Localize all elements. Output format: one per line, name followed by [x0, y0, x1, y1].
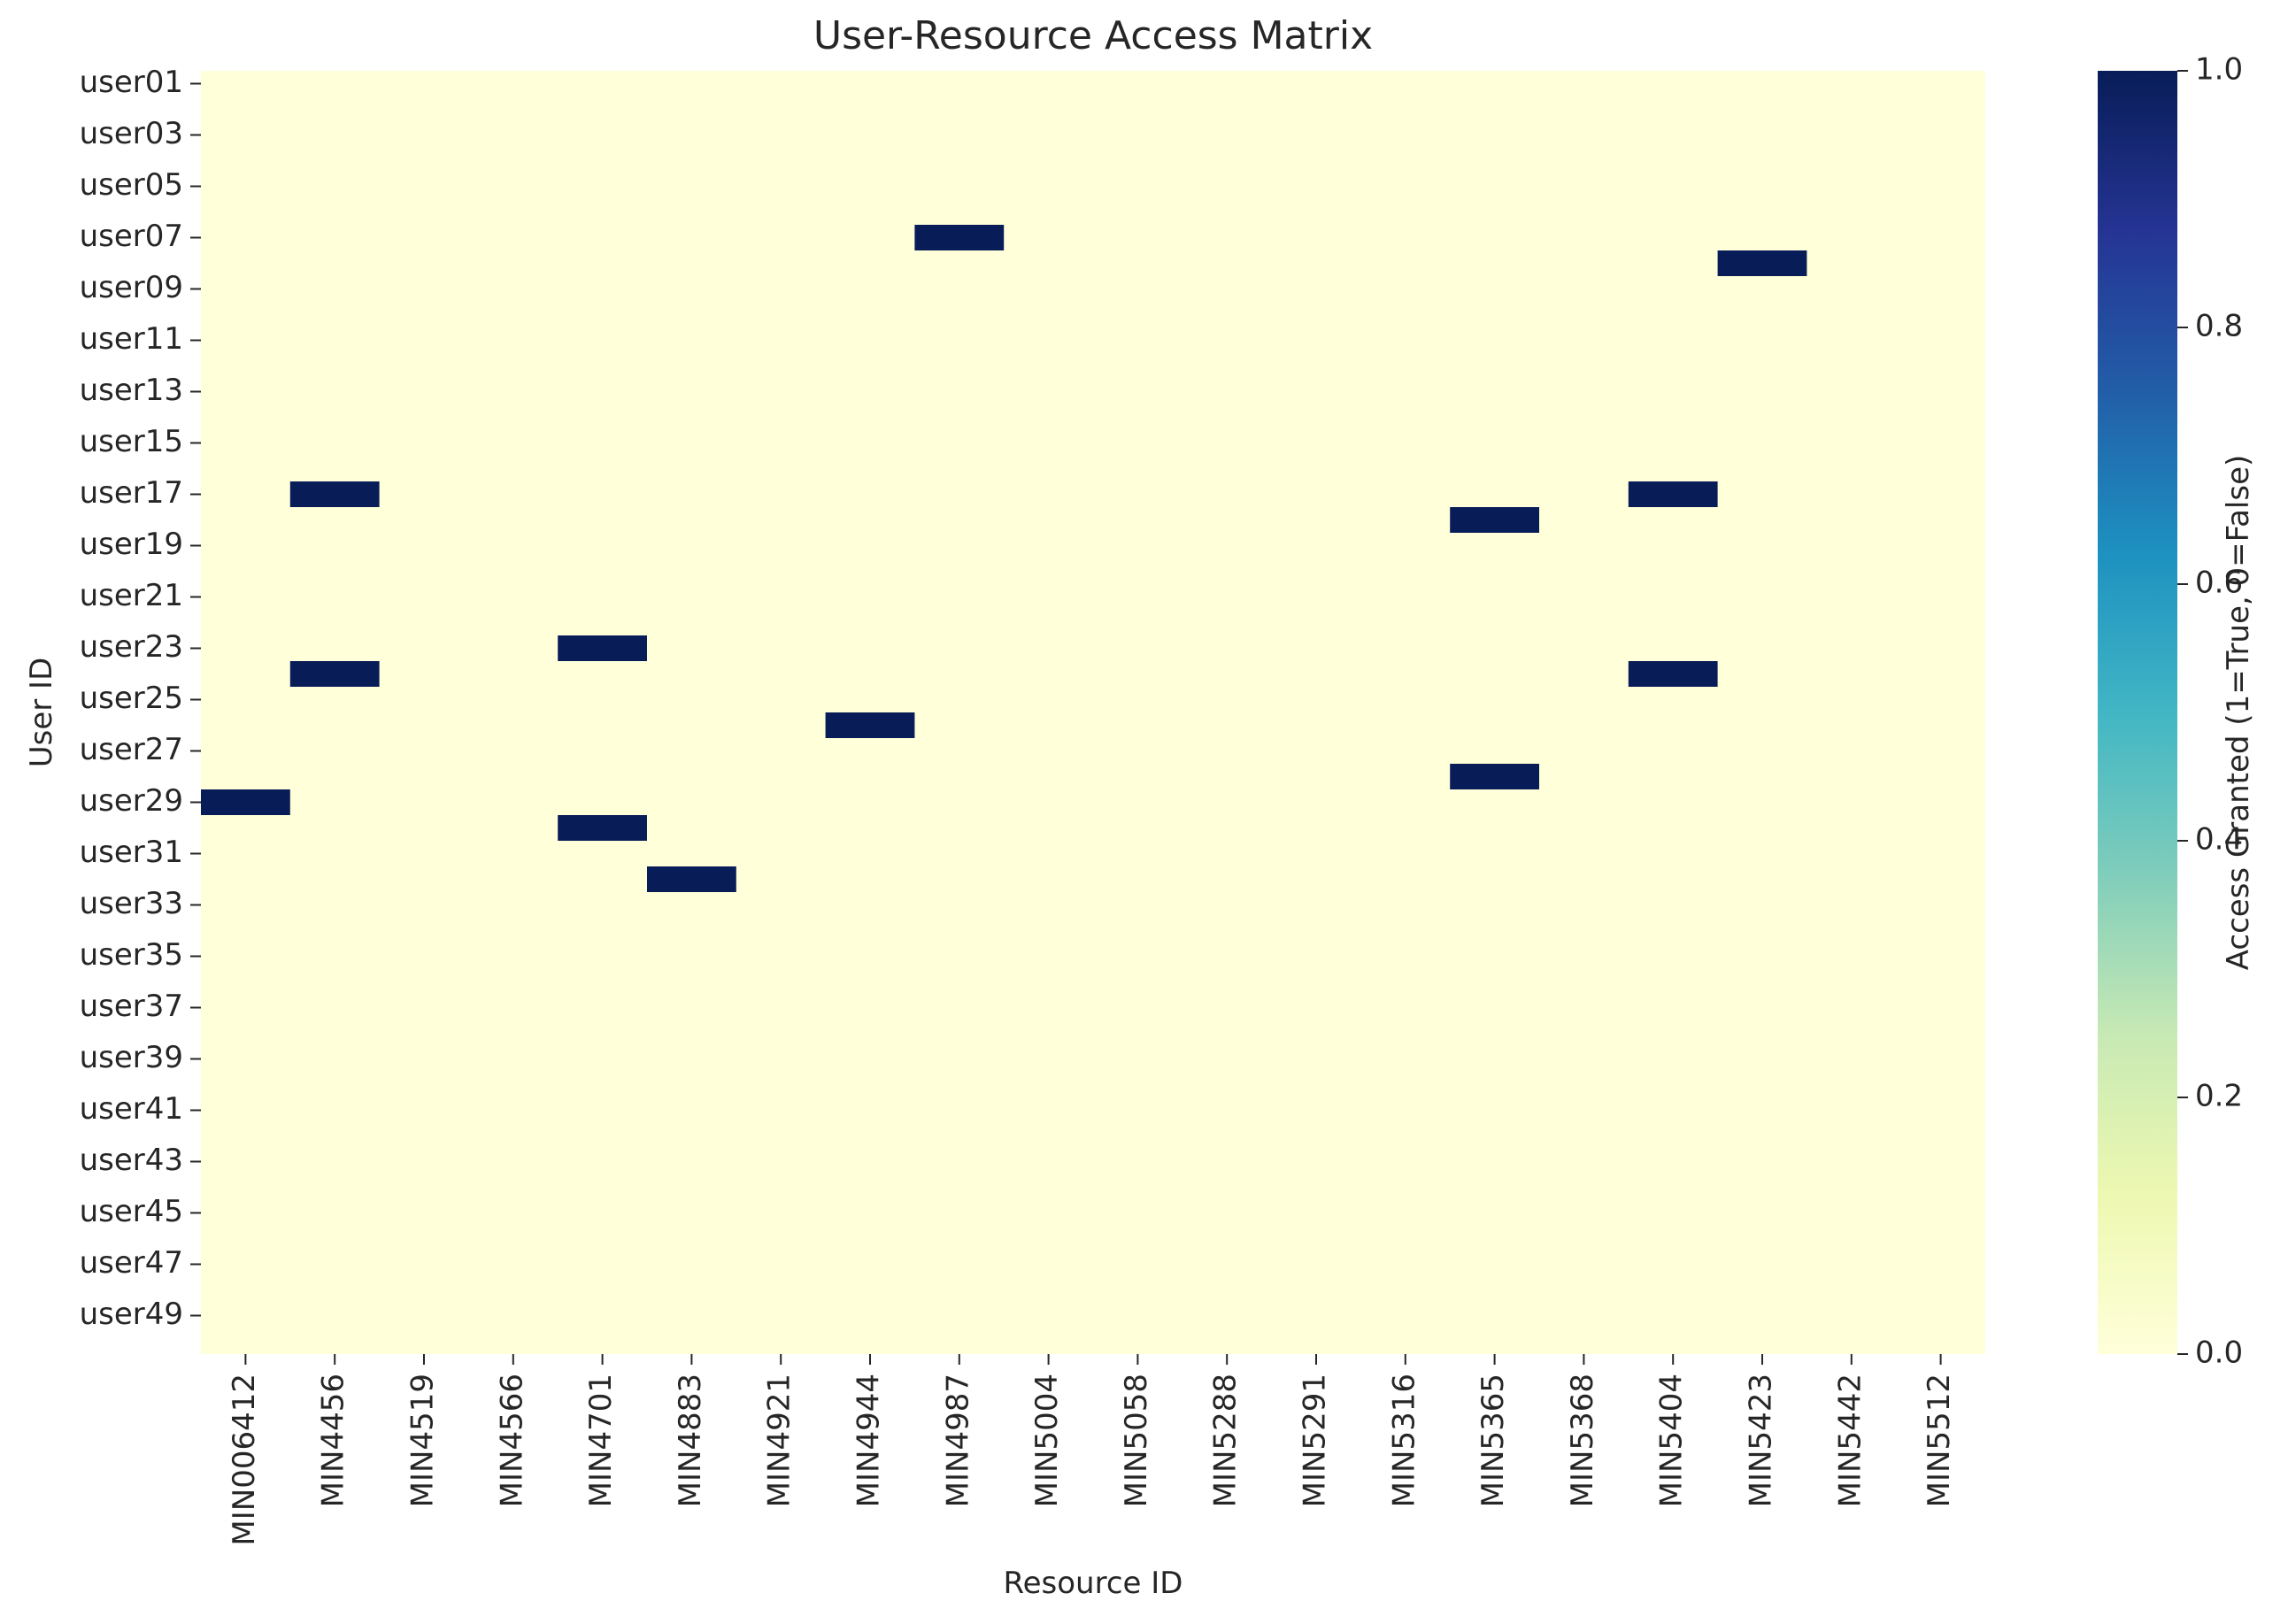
heatmap-cell — [1628, 661, 1718, 687]
y-tick-label: user09 — [80, 270, 183, 305]
colorbar: 0.0 0.2 0.4 0.6 0.8 1.0 — [2098, 52, 2243, 1371]
colorbar-label: Access Granted (1=True, 0=False) — [2221, 455, 2256, 971]
x-tick-label: MIN5316 — [1386, 1374, 1421, 1507]
x-tick-label: MIN4921 — [762, 1374, 797, 1507]
y-tick-label: user13 — [80, 373, 183, 408]
heatmap-cell — [289, 661, 380, 687]
x-axis-label: Resource ID — [1004, 1566, 1183, 1601]
x-tick-label: MIN4701 — [583, 1374, 619, 1507]
heatmap-background — [201, 71, 1985, 1354]
heatmap-cell — [825, 712, 915, 738]
y-tick-label: user33 — [80, 886, 183, 921]
x-tick-label: MIN5442 — [1832, 1374, 1868, 1507]
y-tick-label: user07 — [80, 219, 183, 254]
colorbar-tick-label: 0.8 — [2195, 309, 2243, 344]
x-tick-label: MIN5423 — [1744, 1374, 1779, 1507]
x-tick-label: MIN4987 — [940, 1374, 975, 1507]
x-tick-label: MIN5404 — [1654, 1374, 1690, 1507]
colorbar-tick-label: 0.6 — [2195, 566, 2243, 601]
x-tick-label: MIN4566 — [494, 1374, 529, 1507]
y-tick-label: user47 — [80, 1245, 183, 1281]
y-tick-label: user19 — [80, 527, 183, 562]
y-tick-label: user15 — [80, 424, 183, 459]
colorbar-tick-label: 0.0 — [2195, 1335, 2243, 1371]
colorbar-tick-label: 1.0 — [2195, 52, 2243, 88]
colorbar-gradient — [2098, 71, 2177, 1354]
x-tick-label: MIN4519 — [405, 1374, 441, 1507]
x-tick-label: MIN4883 — [673, 1374, 708, 1507]
y-tick-label: user49 — [80, 1297, 183, 1332]
y-tick-label: user27 — [80, 732, 183, 767]
heatmap-cell — [558, 815, 647, 841]
heatmap-cell — [1450, 764, 1539, 789]
y-tick-label: user41 — [80, 1091, 183, 1127]
colorbar-tick-label: 0.2 — [2195, 1079, 2243, 1114]
y-tick-label: user17 — [80, 475, 183, 511]
y-tick-label: user45 — [80, 1194, 183, 1229]
y-tick-label: user25 — [80, 681, 183, 716]
y-tick-label: user21 — [80, 578, 183, 613]
x-tick-label: MIN5291 — [1298, 1374, 1333, 1507]
chart-title: User-Resource Access Matrix — [813, 13, 1373, 58]
heatmap-cell — [914, 225, 1005, 250]
x-tick-label: MIN5288 — [1208, 1374, 1244, 1507]
y-tick-label: user43 — [80, 1143, 183, 1178]
y-tick-label: user03 — [80, 116, 183, 151]
y-tick-label: user39 — [80, 1040, 183, 1075]
y-tick-label: user23 — [80, 629, 183, 665]
x-tick-label: MIN5512 — [1922, 1374, 1957, 1507]
x-tick-label: MIN006412 — [227, 1374, 262, 1546]
heatmap-cell — [289, 481, 380, 507]
y-axis-label: User ID — [24, 658, 59, 768]
x-tick-label: MIN4456 — [316, 1374, 351, 1507]
x-tick-label: MIN5004 — [1029, 1374, 1065, 1507]
heatmap-cell — [647, 866, 736, 892]
heatmap-cell — [201, 789, 290, 815]
x-tick-label: MIN5368 — [1565, 1374, 1600, 1507]
colorbar-tick-label: 0.4 — [2195, 822, 2243, 858]
heatmap-cell — [1450, 507, 1539, 533]
y-tick-label: user01 — [80, 65, 183, 100]
y-tick-label: user31 — [80, 835, 183, 870]
x-tick-label: MIN5058 — [1119, 1374, 1154, 1507]
y-axis: user01 user03 user05 user07 user09 user11 user… — [80, 65, 201, 1332]
y-tick-label: user35 — [80, 937, 183, 973]
x-axis: MIN006412 MIN4456 MIN4519 MIN4566 MIN4701 MIN… — [227, 1354, 1957, 1546]
heatmap-area — [201, 71, 1985, 1354]
y-tick-label: user05 — [80, 167, 183, 203]
heatmap-cell — [558, 635, 647, 661]
x-tick-label: MIN4944 — [851, 1374, 887, 1507]
heatmap-cell — [1628, 481, 1718, 507]
y-tick-label: user29 — [80, 783, 183, 819]
heatmap-cell — [1717, 250, 1807, 276]
x-tick-label: MIN5365 — [1475, 1374, 1511, 1507]
y-tick-label: user37 — [80, 989, 183, 1024]
y-tick-label: user11 — [80, 321, 183, 357]
